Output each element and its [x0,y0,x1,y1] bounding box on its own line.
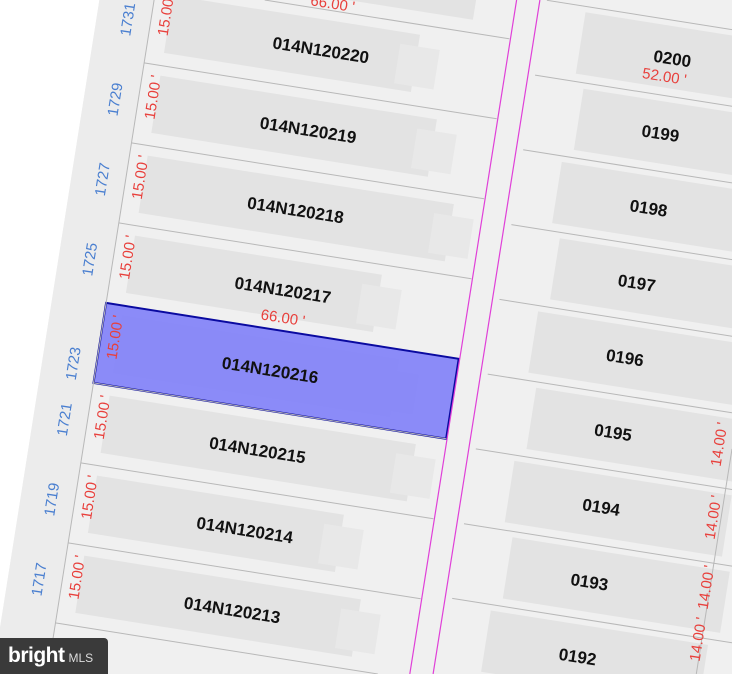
frontage-dimension: 14.00 ' [702,494,726,541]
depth-dimension: 52.00 ' [641,65,688,89]
address-label: 1717 [29,562,51,598]
bright-mls-logo: bright MLS [0,638,108,674]
frontage-dimension: 15.00 ' [65,554,89,601]
lot-line [499,298,732,337]
building-footprint [550,238,732,329]
lot-line [695,448,732,674]
building-footprint [164,0,420,92]
address-label: 1721 [54,402,76,438]
building-footprint [526,387,732,482]
address-label: 1729 [105,82,127,118]
logo-suffix: MLS [68,651,94,665]
sidewalk-strip [0,0,155,674]
street-right-of-way-line [409,0,518,674]
frontage-dimension: 14.00 ' [687,616,711,663]
lot-line [523,149,732,184]
building-footprint [100,395,416,502]
building-footprint [347,0,477,20]
lot-line [463,523,732,567]
lot-line [118,222,472,280]
building-footprint [75,555,361,657]
building-footprint [428,213,474,259]
frontage-dimension: 15.00 [155,0,178,37]
depth-dimension: 66.00 ' [260,306,307,330]
building-footprint [575,12,732,99]
frontage-dimension: 15.00 ' [91,394,115,441]
lot-line [452,597,732,644]
lot-line [264,0,510,40]
frontage-dimension: 14.00 ' [708,421,732,468]
building-footprint [356,283,402,330]
lot-line [535,74,732,107]
address-label: 1725 [79,242,101,278]
frontage-dimension: 15.00 ' [129,154,153,201]
lot-line [55,622,378,674]
building-footprint [151,75,437,177]
building-footprint [87,475,344,572]
frontage-dimension: 15.00 ' [78,474,102,521]
frontage-dimension: 15.00 ' [116,234,140,281]
street-right-of-way-line [432,0,541,674]
address-label: 1731 [117,2,139,38]
building-footprint [502,537,730,633]
building-footprint [125,235,382,332]
lot-line [80,462,434,520]
logo-brand: bright [8,644,65,667]
building-footprint [318,523,364,570]
lot-line [131,142,485,200]
lot-line [475,448,732,490]
building-footprint [481,610,708,674]
lot-line [546,0,732,31]
building-footprint [552,161,732,252]
frontage-dimension: 14.00 ' [695,564,719,611]
address-label: 1723 [63,346,85,382]
building-footprint [411,128,457,175]
building-footprint [504,460,732,557]
address-label: 1727 [92,162,114,198]
lot-line [487,373,732,414]
building-footprint [389,453,436,499]
building-footprint [394,43,440,90]
frontage-dimension: 15.00 ' [103,314,127,361]
building-footprint [528,311,732,405]
address-label: 1719 [41,482,63,518]
lot-line [68,542,421,600]
lot-line [144,62,497,120]
building-footprint [335,608,381,655]
building-footprint [573,88,732,175]
frontage-dimension: 15.00 ' [141,74,165,121]
lot-line [46,0,155,674]
lot-line [93,382,447,440]
building-footprint [138,155,454,262]
lot-line [511,224,732,261]
